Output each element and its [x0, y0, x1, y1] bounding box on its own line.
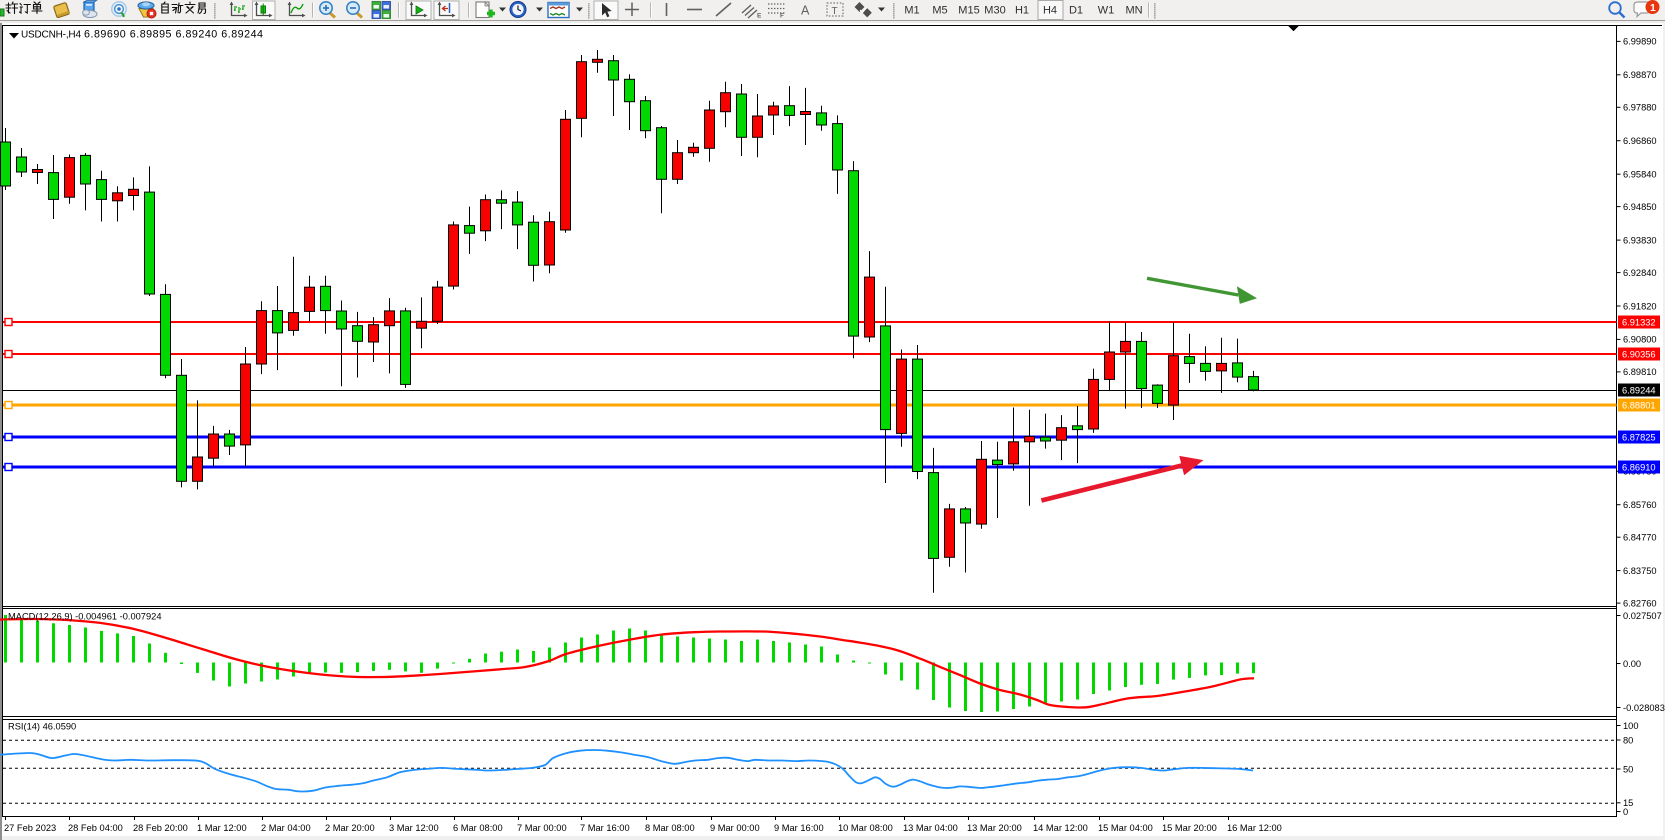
svg-text:13 Mar 04:00: 13 Mar 04:00 — [903, 823, 958, 833]
svg-text:6.93830: 6.93830 — [1623, 235, 1657, 245]
svg-text:F: F — [780, 13, 784, 20]
svg-text:6.98870: 6.98870 — [1623, 70, 1657, 80]
svg-text:15: 15 — [1623, 798, 1633, 808]
svg-text:6.88801: 6.88801 — [1622, 400, 1656, 410]
svg-text:H1: H1 — [1015, 5, 1029, 17]
svg-text:6.87825: 6.87825 — [1622, 432, 1656, 442]
svg-text:T: T — [832, 6, 838, 17]
svg-text:0.027507: 0.027507 — [1623, 611, 1662, 621]
svg-text:16 Mar 12:00: 16 Mar 12:00 — [1227, 823, 1282, 833]
svg-text:E: E — [757, 13, 762, 20]
svg-text:8 Mar 08:00: 8 Mar 08:00 — [645, 823, 695, 833]
svg-text:M30: M30 — [984, 5, 1005, 17]
svg-text:2 Mar 20:00: 2 Mar 20:00 — [325, 823, 375, 833]
svg-text:H4: H4 — [1043, 5, 1057, 17]
svg-text:6.97880: 6.97880 — [1623, 103, 1657, 113]
svg-text:13 Mar 20:00: 13 Mar 20:00 — [967, 823, 1022, 833]
svg-text:MACD(12,26,9) -0.004961 -0.007: MACD(12,26,9) -0.004961 -0.007924 — [8, 612, 162, 622]
svg-text:6.90356: 6.90356 — [1622, 349, 1656, 359]
svg-text:6.90800: 6.90800 — [1623, 335, 1657, 345]
svg-text:W1: W1 — [1098, 5, 1115, 17]
svg-text:6.89810: 6.89810 — [1623, 367, 1657, 377]
svg-text:10 Mar 08:00: 10 Mar 08:00 — [838, 823, 893, 833]
svg-text:15 Mar 20:00: 15 Mar 20:00 — [1162, 823, 1217, 833]
svg-text:0.00: 0.00 — [1623, 659, 1641, 669]
svg-text:RSI(14) 46.0590: RSI(14) 46.0590 — [8, 722, 76, 732]
svg-text:14 Mar 12:00: 14 Mar 12:00 — [1033, 823, 1088, 833]
svg-text:6.91820: 6.91820 — [1623, 301, 1657, 311]
svg-text:9 Mar 00:00: 9 Mar 00:00 — [710, 823, 760, 833]
svg-text:6.85760: 6.85760 — [1623, 500, 1657, 510]
svg-text:6.95840: 6.95840 — [1623, 170, 1657, 180]
svg-text:1: 1 — [1650, 2, 1656, 14]
svg-text:6.92840: 6.92840 — [1623, 268, 1657, 278]
svg-text:6.83750: 6.83750 — [1623, 566, 1657, 576]
svg-text:M1: M1 — [904, 5, 919, 17]
svg-text:0: 0 — [1623, 807, 1628, 817]
svg-text:6.89690 6.89895 6.89240 6.8924: 6.89690 6.89895 6.89240 6.89244 — [84, 29, 263, 41]
svg-text:6.86910: 6.86910 — [1622, 462, 1656, 472]
svg-text:D1: D1 — [1069, 5, 1083, 17]
svg-text:M15: M15 — [958, 5, 979, 17]
svg-text:100: 100 — [1623, 721, 1639, 731]
svg-text:7 Mar 16:00: 7 Mar 16:00 — [580, 823, 630, 833]
svg-text:6.84770: 6.84770 — [1623, 533, 1657, 543]
svg-text:27 Feb 2023: 27 Feb 2023 — [4, 823, 56, 833]
svg-text:6.94850: 6.94850 — [1623, 202, 1657, 212]
svg-text:9 Mar 16:00: 9 Mar 16:00 — [774, 823, 824, 833]
svg-text:MN: MN — [1125, 5, 1142, 17]
svg-text:2 Mar 04:00: 2 Mar 04:00 — [261, 823, 311, 833]
svg-text:6.89244: 6.89244 — [1622, 385, 1656, 395]
svg-text:80: 80 — [1623, 735, 1633, 745]
svg-text:-0.028083: -0.028083 — [1623, 703, 1665, 713]
svg-text:28 Feb 04:00: 28 Feb 04:00 — [68, 823, 123, 833]
svg-text:15 Mar 04:00: 15 Mar 04:00 — [1098, 823, 1153, 833]
svg-text:3 Mar 12:00: 3 Mar 12:00 — [389, 823, 439, 833]
svg-text:M5: M5 — [932, 5, 947, 17]
svg-text:6.99890: 6.99890 — [1623, 37, 1657, 47]
svg-text:6.82760: 6.82760 — [1623, 598, 1657, 608]
svg-text:7 Mar 00:00: 7 Mar 00:00 — [517, 823, 567, 833]
svg-text:A: A — [801, 4, 810, 18]
svg-text:USDCNH-,H4: USDCNH-,H4 — [21, 30, 81, 41]
svg-text:50: 50 — [1623, 764, 1633, 774]
svg-text:6.91332: 6.91332 — [1622, 317, 1656, 327]
svg-text:6 Mar 08:00: 6 Mar 08:00 — [453, 823, 503, 833]
svg-text:1 Mar 12:00: 1 Mar 12:00 — [197, 823, 247, 833]
svg-text:6.96860: 6.96860 — [1623, 136, 1657, 146]
svg-text:28 Feb 20:00: 28 Feb 20:00 — [133, 823, 188, 833]
